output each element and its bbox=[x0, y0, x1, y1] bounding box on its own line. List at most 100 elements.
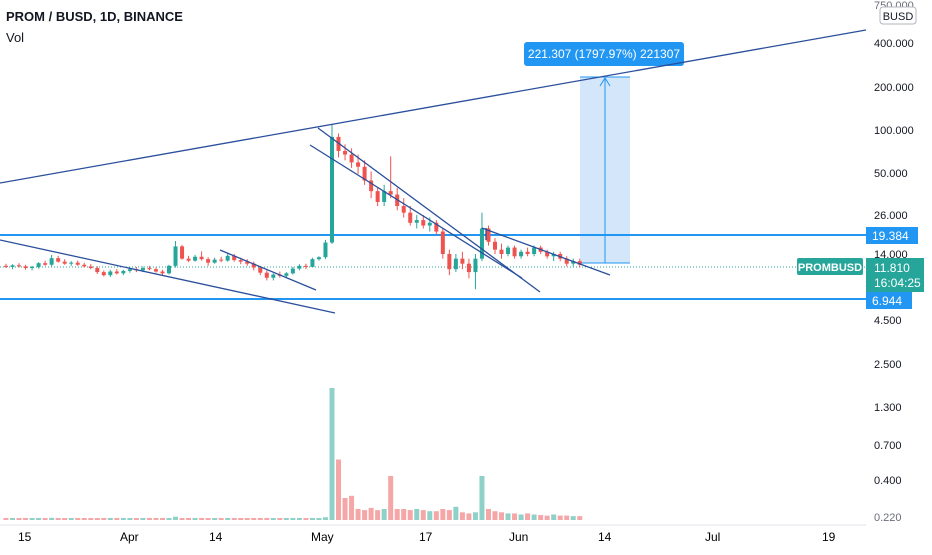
candle-body bbox=[382, 191, 387, 202]
candle-body bbox=[388, 191, 393, 195]
volume-bar bbox=[342, 498, 348, 520]
candle-body bbox=[564, 258, 569, 264]
volume-bar bbox=[499, 512, 505, 520]
trendlines[interactable] bbox=[0, 29, 867, 314]
volume-bar bbox=[10, 518, 16, 520]
candle-body bbox=[43, 263, 48, 265]
last-price-text: 11.810 bbox=[874, 261, 910, 275]
candle-body bbox=[460, 258, 465, 264]
candle-body bbox=[414, 220, 419, 223]
candle-series bbox=[4, 124, 582, 290]
price-tick: 50.000 bbox=[874, 168, 908, 180]
candle-body bbox=[173, 246, 178, 266]
candle-body bbox=[264, 272, 269, 278]
candle-body bbox=[193, 256, 198, 261]
volume-bar bbox=[420, 510, 426, 520]
candle-body bbox=[245, 261, 250, 264]
candle-body bbox=[310, 259, 315, 267]
candle-body bbox=[323, 242, 328, 258]
measure-tool[interactable]: 221.307 (1797.97%) 221307 bbox=[524, 42, 684, 264]
ascending-trendline[interactable] bbox=[0, 29, 867, 184]
candle-body bbox=[147, 268, 152, 270]
candle-body bbox=[440, 231, 445, 254]
candle-body bbox=[101, 272, 106, 276]
candle-body bbox=[434, 222, 439, 232]
candle-body bbox=[447, 254, 452, 270]
volume-bar bbox=[446, 510, 452, 520]
volume-bar bbox=[225, 518, 231, 520]
volume-bar bbox=[173, 516, 179, 520]
lower-channel-trendline[interactable] bbox=[0, 239, 336, 314]
volume-bar bbox=[394, 509, 400, 520]
candle-body bbox=[49, 258, 54, 265]
level-tag-upper-text: 19.384 bbox=[872, 229, 909, 243]
candle-body bbox=[180, 246, 185, 259]
measure-arrow-head bbox=[599, 77, 611, 87]
candle-body bbox=[30, 266, 35, 269]
volume-bar bbox=[355, 509, 361, 520]
candle-body bbox=[421, 220, 426, 226]
level-tag-lower[interactable]: 6.944 bbox=[866, 292, 912, 309]
price-tick: 0.220 bbox=[874, 512, 902, 524]
volume-bar bbox=[62, 518, 68, 520]
volume-bar bbox=[303, 518, 309, 520]
candle-body bbox=[10, 265, 15, 267]
candle-body bbox=[69, 262, 74, 264]
volume-bar bbox=[231, 518, 237, 520]
volume-bar bbox=[290, 518, 296, 520]
volume-indicator-label[interactable]: Vol bbox=[6, 30, 25, 45]
volume-bar bbox=[179, 518, 185, 520]
candle-body bbox=[153, 269, 158, 272]
volume-bar bbox=[453, 506, 459, 520]
falling-trendline-a[interactable] bbox=[317, 127, 541, 293]
volume-bar bbox=[186, 518, 192, 520]
time-tick: 14 bbox=[598, 530, 612, 544]
volume-bar bbox=[336, 459, 342, 520]
falling-trendline-c[interactable] bbox=[481, 227, 611, 276]
candle-body bbox=[212, 259, 217, 263]
time-axis[interactable]: 15 Apr 14 May 17 Jun 14 Jul 19 bbox=[0, 524, 866, 544]
volume-bar bbox=[531, 514, 537, 520]
volume-bar bbox=[3, 518, 9, 520]
candle-body bbox=[23, 266, 28, 269]
volume-bar bbox=[564, 515, 570, 520]
candle-body bbox=[114, 271, 119, 274]
candle-body bbox=[408, 212, 413, 223]
price-tick: 200.000 bbox=[874, 82, 914, 94]
volume-bar bbox=[166, 518, 172, 520]
volume-bar bbox=[551, 514, 557, 520]
price-tick: 2.500 bbox=[874, 359, 902, 371]
candle-body bbox=[453, 258, 458, 270]
volume-bar bbox=[407, 510, 413, 520]
volume-bar bbox=[270, 518, 276, 520]
volume-bar bbox=[114, 518, 120, 520]
volume-bar bbox=[16, 518, 22, 520]
candle-body bbox=[206, 259, 211, 263]
price-tick: 4.500 bbox=[874, 315, 902, 327]
candle-body bbox=[362, 166, 367, 181]
volume-bar bbox=[427, 511, 433, 520]
wedge-trendline[interactable] bbox=[219, 249, 317, 291]
volume-bar bbox=[127, 518, 133, 520]
last-price-tag[interactable]: 11.810 16:04:25 bbox=[866, 258, 924, 292]
countdown-text: 16:04:25 bbox=[874, 276, 921, 290]
volume-bar bbox=[192, 518, 198, 520]
candle-body bbox=[525, 251, 530, 254]
candle-body bbox=[88, 266, 93, 269]
level-tag-upper[interactable]: 19.384 bbox=[866, 227, 918, 244]
volume-bar bbox=[101, 518, 107, 520]
symbol-tag[interactable]: PROMBUSD bbox=[797, 258, 863, 275]
candle-body bbox=[160, 271, 165, 274]
volume-bar bbox=[466, 513, 472, 520]
price-tick: 26.000 bbox=[874, 210, 908, 222]
falling-trendline-b[interactable] bbox=[309, 144, 523, 279]
volume-bar bbox=[264, 518, 270, 520]
symbol-title[interactable]: PROM / BUSD, 1D, BINANCE bbox=[6, 9, 183, 24]
volume-bar bbox=[212, 518, 218, 520]
candle-body bbox=[62, 261, 67, 264]
currency-badge[interactable]: BUSD bbox=[879, 6, 917, 25]
volume-bar bbox=[68, 518, 74, 520]
volume-bar bbox=[133, 518, 139, 520]
